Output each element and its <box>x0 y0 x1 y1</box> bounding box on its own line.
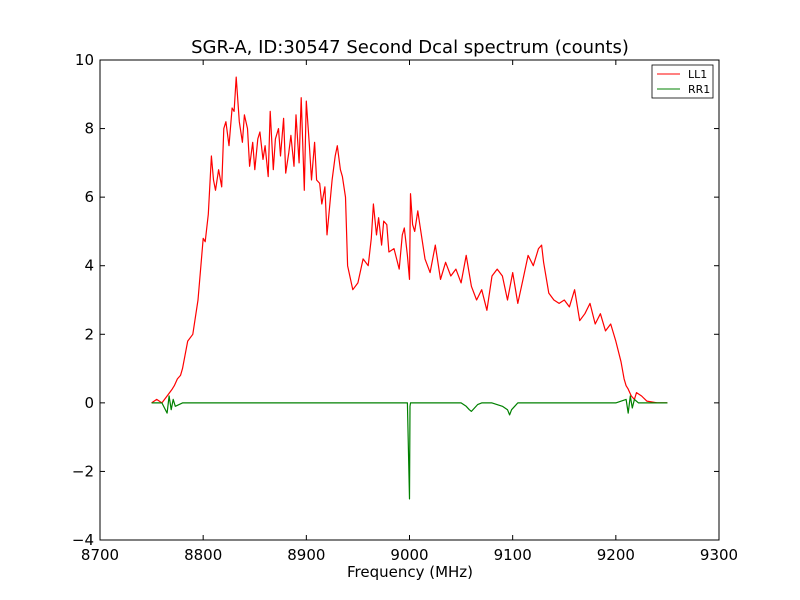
x-tick-label: 8900 <box>287 546 325 564</box>
series-layer <box>151 76 668 500</box>
legend-label-ll1: LL1 <box>688 68 707 81</box>
x-tick-label: 8800 <box>184 546 222 564</box>
y-tick-label: 10 <box>75 51 94 69</box>
x-tick-label: 9200 <box>597 546 635 564</box>
legend-box <box>651 64 714 99</box>
chart-title: SGR-A, ID:30547 Second Dcal spectrum (co… <box>191 37 629 58</box>
x-tick-label: 9000 <box>390 546 428 564</box>
tick-layer: 8700 8800 8900 9000 9100 9200 9300 10 8 6 4 2 0 −2 −4 <box>72 51 738 564</box>
series-line-rr1 <box>151 395 668 500</box>
series-line-ll1 <box>151 76 668 404</box>
x-tick-label: 9300 <box>700 546 738 564</box>
legend-label-rr1: RR1 <box>688 83 710 96</box>
y-tick-label: 4 <box>84 257 94 275</box>
x-tick-label: 9100 <box>494 546 532 564</box>
y-tick-label: 8 <box>84 120 94 138</box>
y-tick-label: −4 <box>72 531 94 549</box>
y-tick-label: 6 <box>84 188 94 206</box>
y-tick-label: −2 <box>72 462 94 480</box>
y-tick-label: 2 <box>84 325 94 343</box>
legend: LL1 RR1 <box>651 64 714 99</box>
x-axis-label: Frequency (MHz) <box>347 563 473 581</box>
x-tick-label: 8700 <box>81 546 119 564</box>
y-tick-label: 0 <box>84 394 94 412</box>
